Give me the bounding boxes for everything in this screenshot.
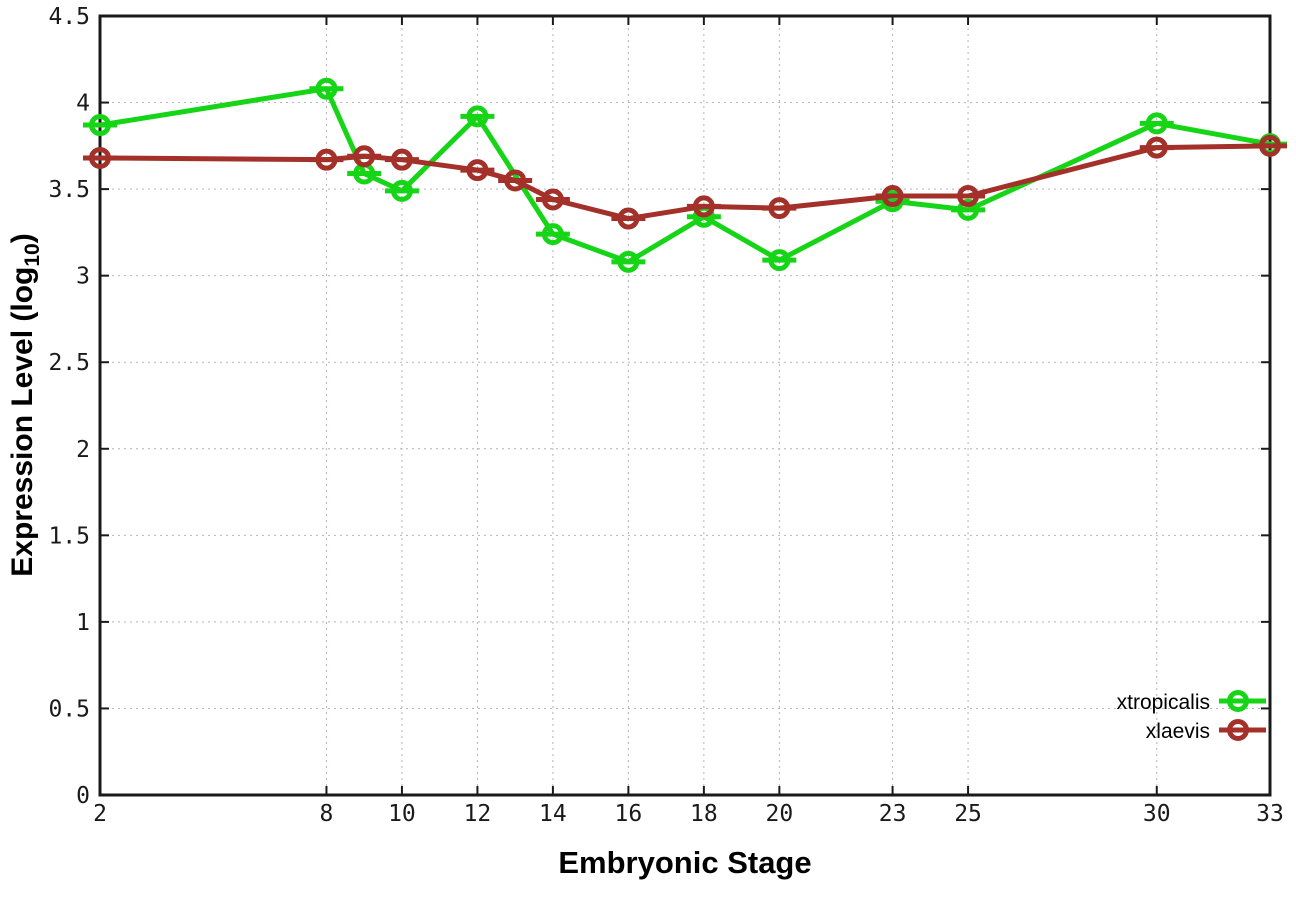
y-tick-label: 0.5 <box>48 696 90 722</box>
y-tick-label: 1 <box>76 610 90 636</box>
legend-label-xtropicalis: xtropicalis <box>1117 691 1210 714</box>
data-point-xtropicalis-circle <box>541 223 564 246</box>
y-axis-title-suffix: ) <box>6 233 39 243</box>
series-xlaevis <box>83 134 1287 230</box>
data-point-xtropicalis-circle <box>315 77 338 100</box>
x-tick-label: 23 <box>879 801 907 827</box>
y-tick-label: 2.5 <box>48 350 90 376</box>
y-tick-label: 2 <box>76 437 90 463</box>
data-point-xtropicalis-circle <box>89 114 111 137</box>
data-point-xtropicalis-circle <box>617 250 640 273</box>
series-xtropicalis <box>83 77 1287 273</box>
legend: xtropicalis xlaevis <box>1117 690 1266 743</box>
data-point-xlaevis-circle <box>353 145 376 168</box>
x-tick-label: 33 <box>1256 801 1284 827</box>
x-tick-label: 12 <box>464 801 492 827</box>
y-axis-title-subscript: 10 <box>21 243 44 266</box>
y-tick-label: 4 <box>76 91 90 117</box>
x-tick-label: 10 <box>388 801 416 827</box>
data-point-xtropicalis-circle <box>1145 112 1168 135</box>
y-axis-title-text: Expression Level (log <box>6 267 39 577</box>
series-line-xlaevis <box>99 143 1271 222</box>
data-point-xlaevis-circle <box>692 195 715 218</box>
gridlines <box>99 15 1271 796</box>
x-tick-label: 8 <box>320 801 334 827</box>
legend-label-xlaevis: xlaevis <box>1146 720 1210 743</box>
y-tick-label: 4.5 <box>48 4 90 30</box>
x-tick-label: 16 <box>615 801 643 827</box>
x-tick-label: 25 <box>954 801 982 827</box>
data-point-xlaevis-circle <box>617 207 640 230</box>
x-tick-label: 30 <box>1143 801 1171 827</box>
series-line-xtropicalis <box>99 86 1271 265</box>
x-tick-label: 20 <box>766 801 794 827</box>
data-point-xlaevis-circle <box>315 148 338 171</box>
y-tick-label: 0 <box>76 783 90 809</box>
axis-ticks <box>99 15 1271 796</box>
data-point-xlaevis-circle <box>541 188 564 211</box>
data-point-xlaevis-circle <box>881 185 904 208</box>
data-point-xlaevis-circle <box>89 146 111 169</box>
data-point-xlaevis-circle <box>390 148 413 171</box>
data-point-xlaevis-circle <box>957 185 980 208</box>
y-tick-label: 3 <box>76 264 90 290</box>
data-point-xlaevis-circle <box>466 159 489 182</box>
legend-sample-marker-xtropicalis <box>1227 690 1249 712</box>
x-tick-label: 14 <box>539 801 567 827</box>
x-tick-label: 2 <box>93 801 107 827</box>
y-axis-title: Expression Level (log10) <box>6 233 44 576</box>
x-axis-title: Embryonic Stage <box>558 845 811 880</box>
plot-border <box>98 14 1272 797</box>
x-tick-label: 18 <box>690 801 718 827</box>
data-series <box>83 77 1287 273</box>
y-tick-label: 3.5 <box>48 177 90 203</box>
data-point-xtropicalis-circle <box>768 249 791 272</box>
data-point-xtropicalis-circle <box>466 105 489 128</box>
tick-labels: 2 8 10 12 14 16 18 20 23 25 30 33 0 0.5 1 1.5 2 2.5 3 3.5 4 4… <box>48 4 1283 827</box>
data-point-xlaevis-circle <box>768 197 791 220</box>
legend-sample-marker-xlaevis <box>1227 719 1249 741</box>
data-point-xlaevis-circle <box>1259 134 1281 157</box>
data-point-xtropicalis-circle <box>390 179 413 202</box>
data-point-xlaevis-circle <box>1145 136 1168 159</box>
data-point-xtropicalis-circle <box>957 198 980 221</box>
y-tick-label: 1.5 <box>48 523 90 549</box>
data-point-xlaevis-circle <box>504 169 527 192</box>
